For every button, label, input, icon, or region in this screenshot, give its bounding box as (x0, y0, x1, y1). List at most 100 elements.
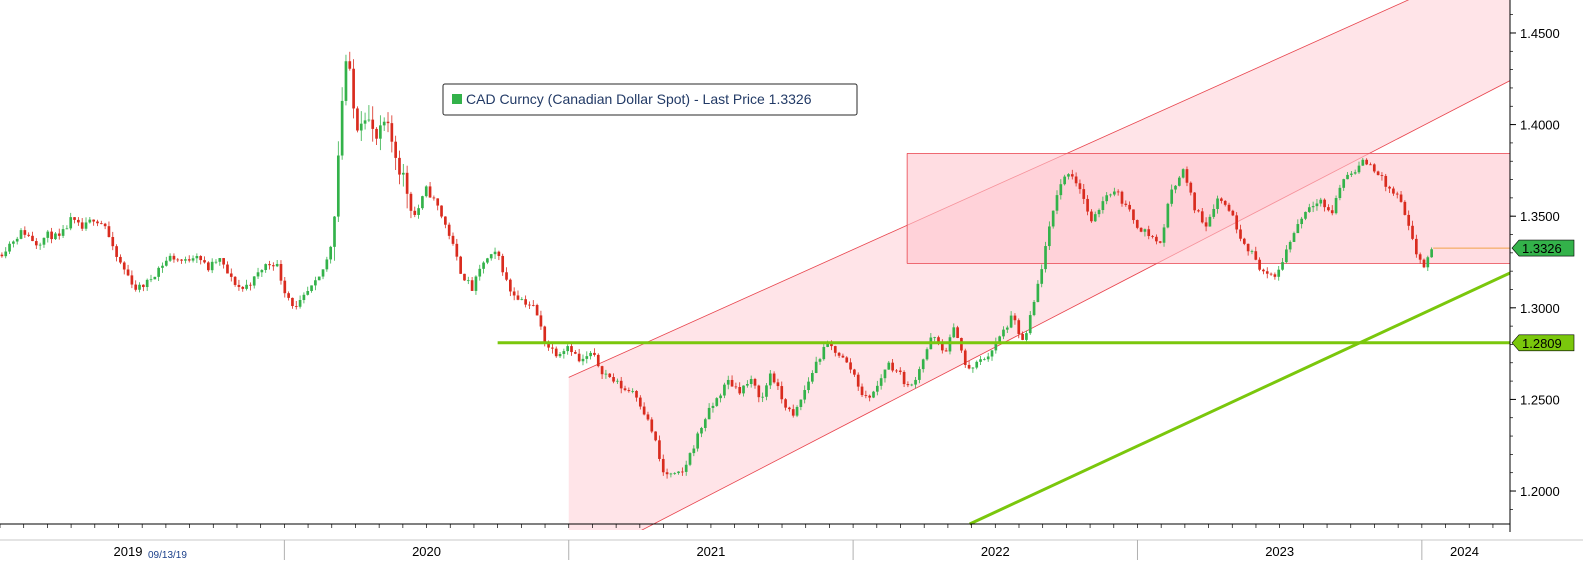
candle-body (444, 216, 447, 225)
last-price-label: 1.3326 (1522, 241, 1562, 256)
candle-body (696, 433, 699, 449)
last-price-tag-shape (1511, 239, 1575, 257)
candle-body (92, 219, 95, 222)
candle-body (811, 373, 814, 382)
candle-body (1139, 227, 1143, 232)
year-label: 2023 (1265, 544, 1294, 559)
hline-price-label: 1.2809 (1522, 336, 1562, 351)
candle-body (379, 125, 382, 139)
candle-body (921, 359, 925, 370)
candle-body (700, 427, 703, 434)
candle-body (554, 348, 558, 357)
candle-body (1170, 189, 1174, 204)
candle-body (233, 276, 237, 285)
candle-body (1109, 194, 1112, 196)
candle-body (761, 396, 764, 398)
candle-body (421, 196, 424, 209)
candle-body (1392, 188, 1395, 194)
candle-body (180, 259, 183, 261)
candle-body (990, 350, 994, 357)
candle-body (868, 395, 872, 398)
candle-body (1197, 210, 1200, 212)
candle-body (27, 234, 31, 236)
candle-body (925, 349, 929, 360)
candle-body (256, 272, 260, 277)
candle-body (849, 362, 852, 370)
candle-body (853, 369, 856, 375)
candle-body (1285, 249, 1288, 263)
candle-body (1063, 176, 1066, 185)
candle-body (489, 254, 493, 259)
candle-body (887, 362, 891, 370)
candle-body (451, 235, 455, 244)
candle-body (780, 386, 784, 400)
candle-body (994, 341, 998, 351)
year-label: 2019 (114, 544, 143, 559)
chart-legend: CAD Curncy (Canadian Dollar Spot) - Last… (442, 83, 858, 116)
candle-body (1124, 203, 1128, 205)
candle-body (509, 279, 512, 292)
candle-body (1269, 273, 1273, 275)
candle-body (1346, 174, 1349, 180)
candle-body (264, 264, 268, 271)
candle-body (879, 378, 883, 386)
candle-body (1372, 164, 1376, 172)
candle-body (1411, 225, 1414, 239)
candle-body (1017, 320, 1021, 334)
candle-body (933, 337, 937, 339)
candle-body (535, 305, 539, 316)
candle-body (600, 366, 604, 375)
legend-label: CAD Curncy (Canadian Dollar Spot) - Last… (466, 91, 812, 107)
hline-price-tag: 1.2809 (1511, 334, 1575, 352)
candle-body (1151, 236, 1154, 237)
candle-body (1369, 164, 1372, 166)
candle-body (558, 353, 562, 357)
candle-body (493, 251, 497, 255)
candle-body (566, 346, 570, 352)
candle-body (1120, 191, 1124, 204)
candle-body (1323, 199, 1326, 208)
candle-body (161, 265, 164, 268)
candle-body (937, 337, 940, 343)
candle-body (157, 267, 160, 277)
candle-body (776, 382, 780, 387)
candle-body (581, 358, 585, 362)
candle-body (1376, 171, 1380, 176)
candle-body (207, 262, 210, 271)
candle-body (1254, 251, 1258, 260)
candle-body (688, 453, 692, 465)
candle-body (99, 223, 103, 225)
candle-body (23, 230, 27, 235)
candle-body (302, 294, 306, 301)
candle-body (214, 261, 218, 263)
candle-body (956, 327, 959, 338)
candle-body (390, 123, 394, 142)
candle-body (325, 259, 329, 270)
candle-body (340, 100, 344, 156)
candle-body (864, 395, 868, 396)
candle-body (1288, 241, 1292, 250)
candle-body (1281, 262, 1284, 270)
candle-body (210, 261, 214, 271)
candle-body (482, 262, 485, 269)
candle-body (1074, 176, 1078, 184)
y-tick-label: 1.4000 (1520, 118, 1560, 133)
candle-body (516, 295, 520, 300)
candle-body (1350, 173, 1353, 175)
candle-body (593, 352, 596, 355)
candle-body (1143, 229, 1147, 232)
candle-body (237, 284, 241, 287)
candle-body (772, 373, 776, 383)
candle-body (1430, 249, 1433, 258)
candle-body (119, 256, 122, 263)
candle-body (711, 405, 715, 408)
candle-body (638, 397, 642, 407)
range-box-fill (907, 153, 1510, 264)
candle-body (398, 157, 401, 175)
candle-body (875, 385, 879, 392)
candle-body (906, 384, 910, 386)
candle-body (103, 223, 107, 227)
candle-body (294, 306, 298, 307)
candle-body (512, 291, 516, 296)
